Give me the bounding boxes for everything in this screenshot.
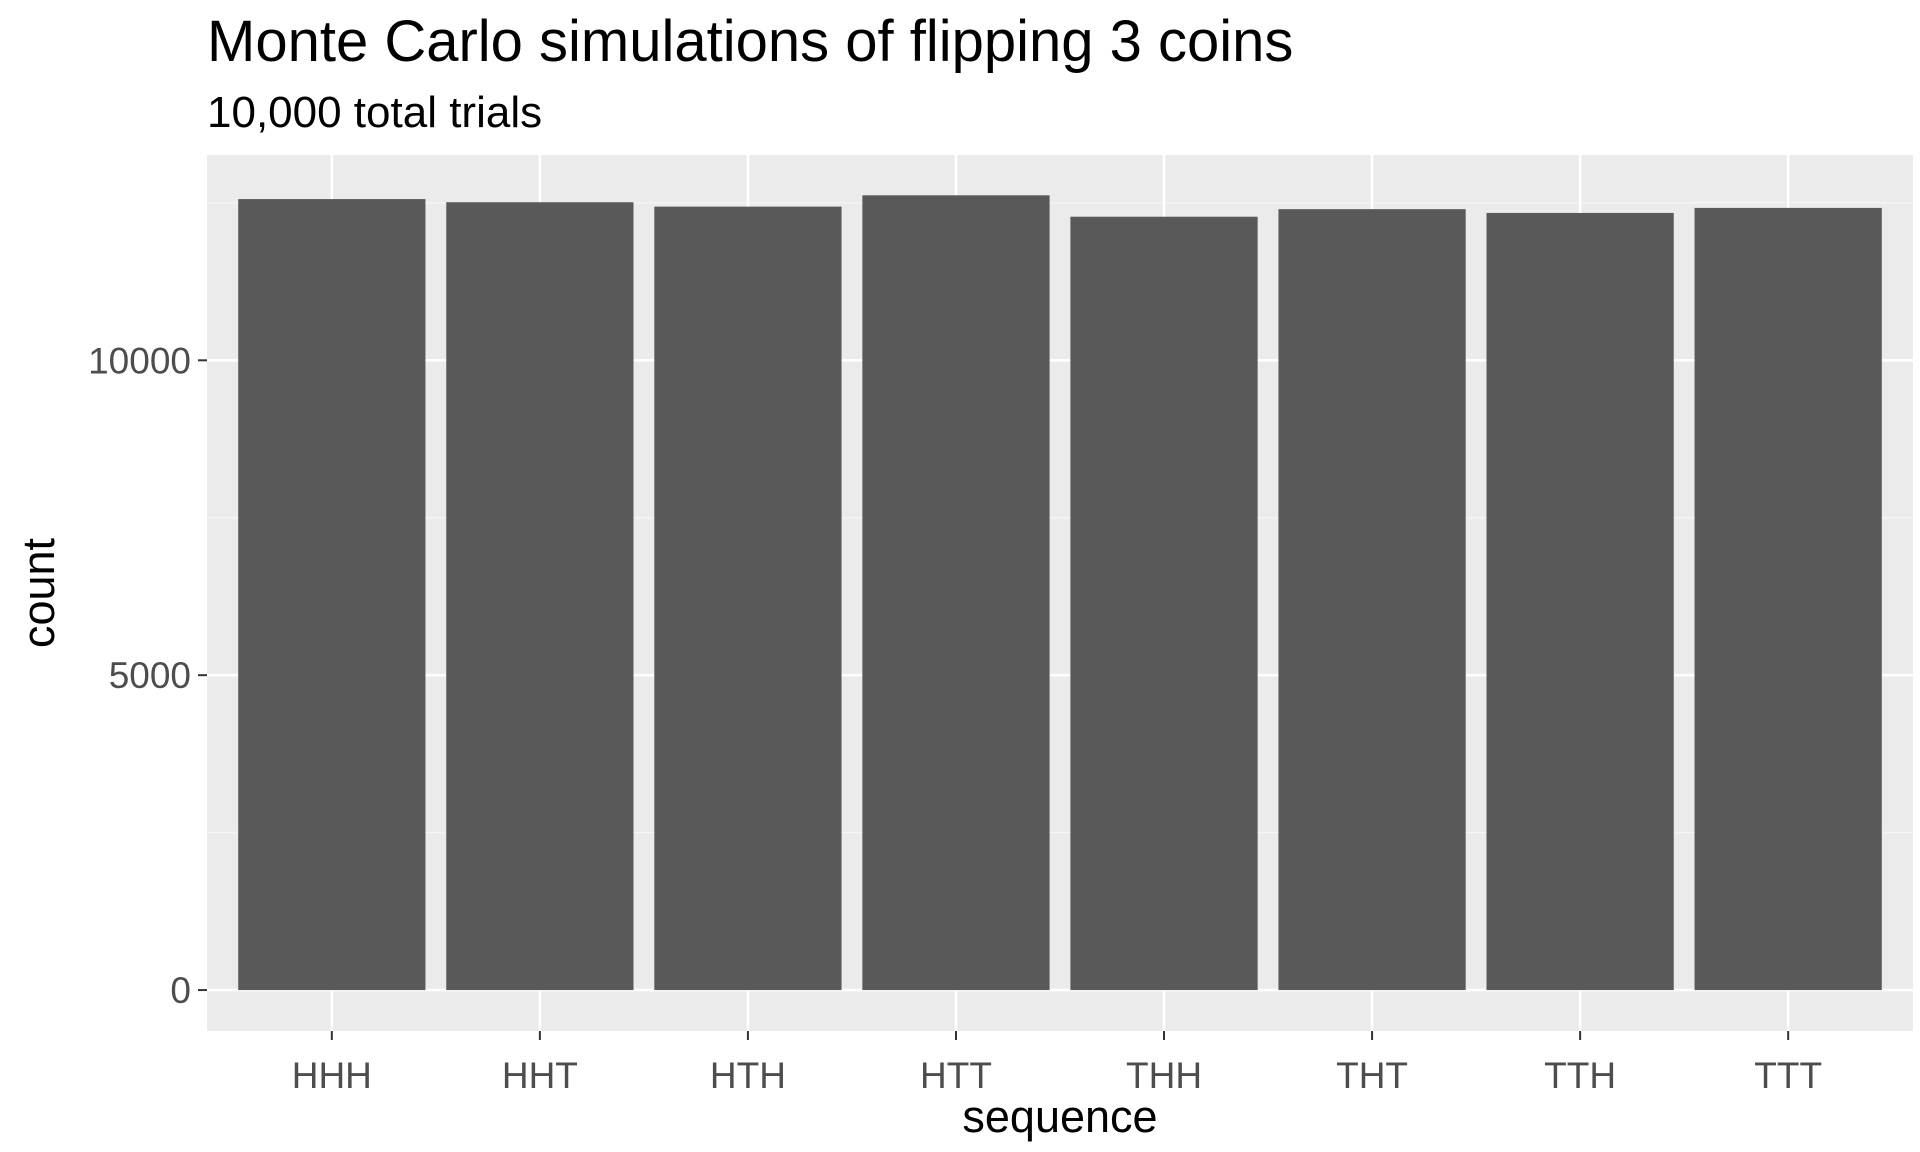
x-tick-label: THT (1336, 1055, 1408, 1096)
x-tick-label: HTH (710, 1055, 786, 1096)
bar-tth (1486, 212, 1674, 991)
bar-ttt (1694, 207, 1882, 991)
x-tick-label: HHT (502, 1055, 578, 1096)
x-tick-label: HHH (292, 1055, 372, 1096)
bar-hhh (238, 199, 426, 991)
y-tick-label: 0 (170, 970, 191, 1011)
y-axis-title: count (13, 537, 64, 648)
chart-title: Monte Carlo simulations of flipping 3 co… (207, 9, 1293, 74)
x-axis: HHH HHT HTH HTT THH THT TTH TTT (292, 1031, 1822, 1096)
x-tick-label: HTT (920, 1055, 992, 1096)
y-axis: 0 5000 10000 (88, 340, 207, 1011)
bar-htt (862, 195, 1050, 991)
bar-tht (1278, 209, 1466, 991)
x-tick-label: THH (1126, 1055, 1202, 1096)
chart-subtitle: 10,000 total trials (207, 88, 542, 137)
y-tick-label: 10000 (88, 340, 191, 381)
bar-hth (654, 206, 842, 991)
x-tick-label: TTT (1754, 1055, 1822, 1096)
x-axis-title: sequence (962, 1091, 1157, 1142)
bars (238, 195, 1882, 991)
x-tick-label: TTH (1544, 1055, 1616, 1096)
bar-thh (1070, 216, 1258, 991)
bar-hht (446, 202, 634, 991)
y-tick-label: 5000 (109, 655, 191, 696)
